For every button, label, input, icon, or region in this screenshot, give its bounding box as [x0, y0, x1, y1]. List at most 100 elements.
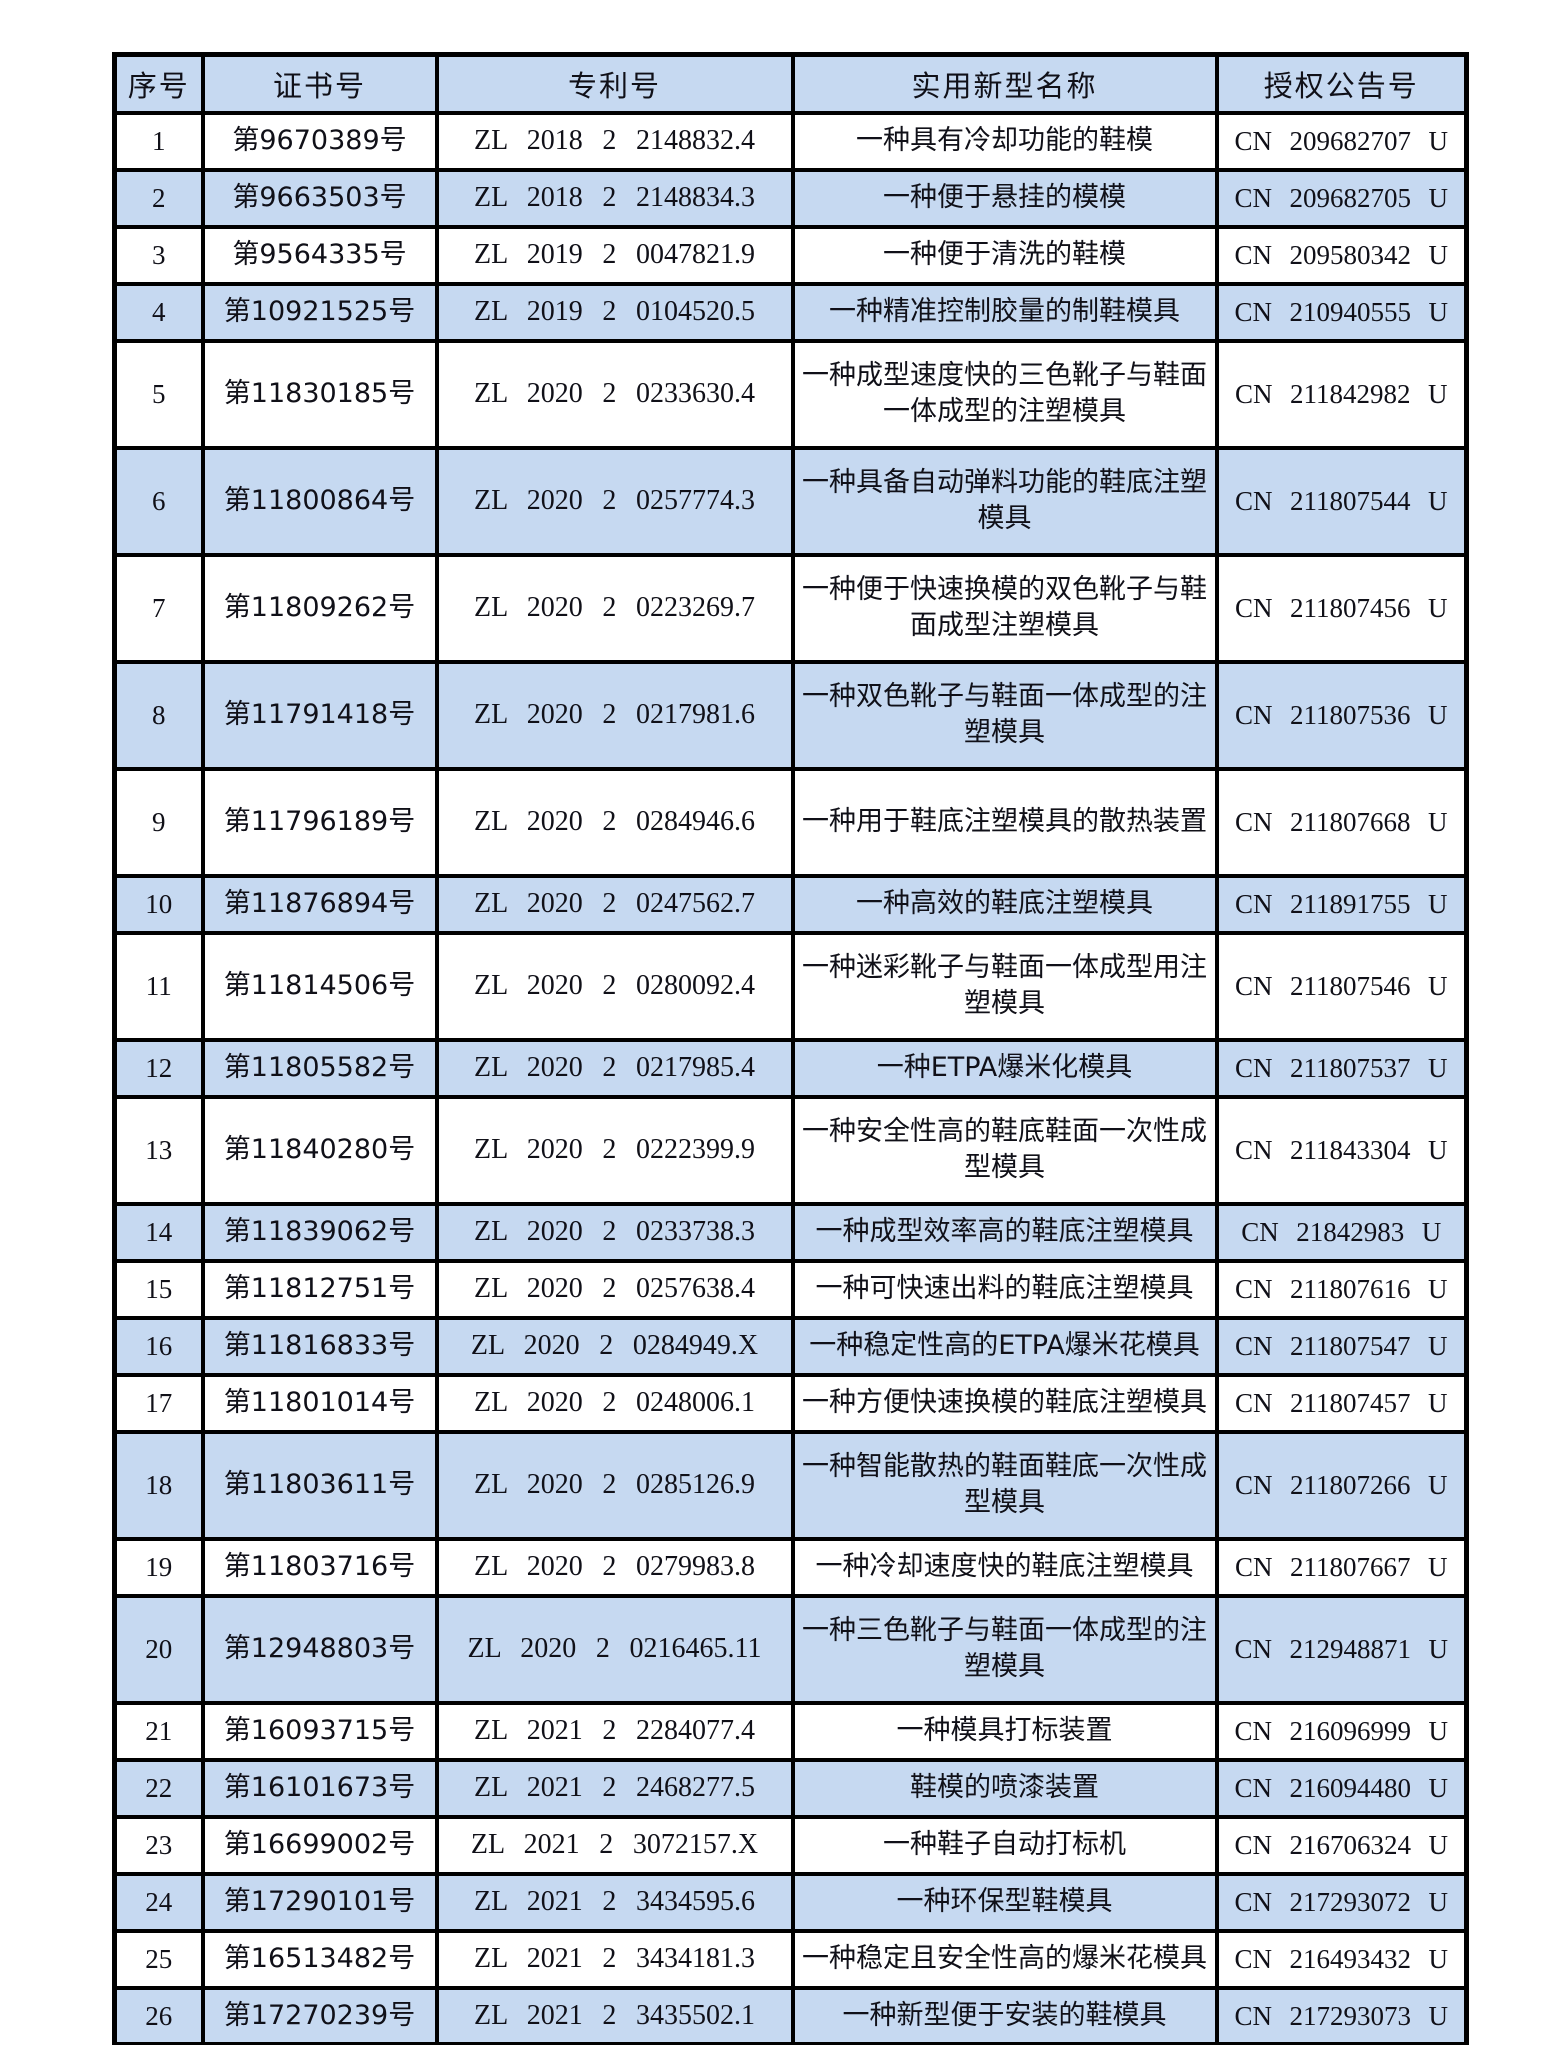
cell-serial: 9 [112, 766, 205, 878]
cell-serial: 18 [112, 1429, 205, 1541]
cell-model-name: 一种成型速度快的三色靴子与鞋面一体成型的注塑模具 [790, 338, 1219, 450]
cell-serial: 15 [112, 1258, 205, 1320]
cell-patent-number: ZL 2021 2 2284077.4 [434, 1700, 795, 1762]
table-row: 22 第16101673号 ZL 2021 2 2468277.5 鞋模的喷漆装置 CN… [112, 1757, 1469, 1819]
cell-certificate-number: 第11840280号 [200, 1094, 439, 1206]
cell-publication-number: CN 211807537 U [1214, 1037, 1469, 1099]
table-row: 18 第11803611号 ZL 2020 2 0285126.9 一种智能散热的鞋面… [112, 1429, 1469, 1541]
cell-patent-number: ZL 2021 2 3435502.1 [434, 1985, 795, 2045]
cell-patent-number: ZL 2020 2 0223269.7 [434, 552, 795, 664]
cell-certificate-number: 第17270239号 [200, 1985, 439, 2045]
patent-table: 序号 证书号 专利号 实用新型名称 授权公告号 1 第9670389号 ZL 201… [112, 52, 1469, 2045]
cell-patent-number: ZL 2019 2 0104520.5 [434, 281, 795, 343]
cell-patent-number: ZL 2020 2 0285126.9 [434, 1429, 795, 1541]
cell-certificate-number: 第11800864号 [200, 445, 439, 557]
cell-serial: 23 [112, 1814, 205, 1876]
cell-serial: 22 [112, 1757, 205, 1819]
cell-model-name: 一种方便快速换模的鞋底注塑模具 [790, 1372, 1219, 1434]
cell-model-name: 一种三色靴子与鞋面一体成型的注塑模具 [790, 1593, 1219, 1705]
cell-serial: 21 [112, 1700, 205, 1762]
cell-certificate-number: 第11830185号 [200, 338, 439, 450]
table-row: 10 第11876894号 ZL 2020 2 0247562.7 一种高效的鞋底注塑… [112, 873, 1469, 935]
cell-publication-number: CN 211807616 U [1214, 1258, 1469, 1320]
cell-serial: 17 [112, 1372, 205, 1434]
cell-publication-number: CN 211807667 U [1214, 1536, 1469, 1598]
cell-publication-number: CN 212948871 U [1214, 1593, 1469, 1705]
cell-publication-number: CN 21842983 U [1214, 1201, 1469, 1263]
cell-model-name: 一种具有冷却功能的鞋模 [790, 110, 1219, 172]
table-row: 17 第11801014号 ZL 2020 2 0248006.1 一种方便快速换模的… [112, 1372, 1469, 1434]
table-row: 26 第17270239号 ZL 2021 2 3435502.1 一种新型便于安装的… [112, 1985, 1469, 2045]
cell-model-name: 一种模具打标装置 [790, 1700, 1219, 1762]
cell-patent-number: ZL 2020 2 0217985.4 [434, 1037, 795, 1099]
cell-patent-number: ZL 2018 2 2148832.4 [434, 110, 795, 172]
cell-model-name: 一种迷彩靴子与鞋面一体成型用注塑模具 [790, 930, 1219, 1042]
cell-serial: 10 [112, 873, 205, 935]
cell-certificate-number: 第11803716号 [200, 1536, 439, 1598]
column-header-certificate: 证书号 [200, 52, 439, 115]
cell-certificate-number: 第9663503号 [200, 167, 439, 229]
cell-serial: 2 [112, 167, 205, 229]
cell-model-name: 一种环保型鞋模具 [790, 1871, 1219, 1933]
cell-publication-number: CN 216706324 U [1214, 1814, 1469, 1876]
column-header-publication: 授权公告号 [1214, 52, 1469, 115]
cell-patent-number: ZL 2020 2 0257638.4 [434, 1258, 795, 1320]
column-header-serial: 序号 [112, 52, 205, 115]
cell-serial: 8 [112, 659, 205, 771]
cell-serial: 3 [112, 224, 205, 286]
cell-serial: 12 [112, 1037, 205, 1099]
cell-publication-number: CN 211807457 U [1214, 1372, 1469, 1434]
cell-patent-number: ZL 2020 2 0217981.6 [434, 659, 795, 771]
table-row: 20 第12948803号 ZL 2020 2 0216465.11 一种三色靴子与鞋… [112, 1593, 1469, 1705]
cell-publication-number: CN 211807266 U [1214, 1429, 1469, 1541]
cell-patent-number: ZL 2021 2 3072157.X [434, 1814, 795, 1876]
cell-publication-number: CN 211843304 U [1214, 1094, 1469, 1206]
cell-certificate-number: 第11816833号 [200, 1315, 439, 1377]
cell-publication-number: CN 209580342 U [1214, 224, 1469, 286]
header-row: 序号 证书号 专利号 实用新型名称 授权公告号 [112, 52, 1469, 115]
cell-serial: 24 [112, 1871, 205, 1933]
cell-patent-number: ZL 2021 2 3434181.3 [434, 1928, 795, 1990]
cell-certificate-number: 第16513482号 [200, 1928, 439, 1990]
cell-serial: 14 [112, 1201, 205, 1263]
cell-certificate-number: 第12948803号 [200, 1593, 439, 1705]
cell-certificate-number: 第11805582号 [200, 1037, 439, 1099]
table-row: 8 第11791418号 ZL 2020 2 0217981.6 一种双色靴子与鞋面一… [112, 659, 1469, 771]
cell-patent-number: ZL 2020 2 0216465.11 [434, 1593, 795, 1705]
cell-certificate-number: 第10921525号 [200, 281, 439, 343]
cell-publication-number: CN 216493432 U [1214, 1928, 1469, 1990]
cell-patent-number: ZL 2020 2 0233738.3 [434, 1201, 795, 1263]
cell-model-name: 一种成型效率高的鞋底注塑模具 [790, 1201, 1219, 1263]
cell-publication-number: CN 211842982 U [1214, 338, 1469, 450]
cell-patent-number: ZL 2020 2 0284946.6 [434, 766, 795, 878]
cell-certificate-number: 第16101673号 [200, 1757, 439, 1819]
cell-patent-number: ZL 2019 2 0047821.9 [434, 224, 795, 286]
cell-publication-number: CN 209682705 U [1214, 167, 1469, 229]
cell-publication-number: CN 209682707 U [1214, 110, 1469, 172]
cell-patent-number: ZL 2021 2 3434595.6 [434, 1871, 795, 1933]
cell-serial: 1 [112, 110, 205, 172]
cell-certificate-number: 第16699002号 [200, 1814, 439, 1876]
cell-patent-number: ZL 2020 2 0257774.3 [434, 445, 795, 557]
cell-certificate-number: 第9670389号 [200, 110, 439, 172]
cell-model-name: 一种用于鞋底注塑模具的散热装置 [790, 766, 1219, 878]
cell-certificate-number: 第11839062号 [200, 1201, 439, 1263]
cell-serial: 4 [112, 281, 205, 343]
table-row: 14 第11839062号 ZL 2020 2 0233738.3 一种成型效率高的鞋… [112, 1201, 1469, 1263]
cell-certificate-number: 第11796189号 [200, 766, 439, 878]
cell-model-name: 一种双色靴子与鞋面一体成型的注塑模具 [790, 659, 1219, 771]
cell-patent-number: ZL 2020 2 0280092.4 [434, 930, 795, 1042]
table-row: 3 第9564335号 ZL 2019 2 0047821.9 一种便于清洗的鞋模 CN… [112, 224, 1469, 286]
cell-publication-number: CN 210940555 U [1214, 281, 1469, 343]
cell-publication-number: CN 211807547 U [1214, 1315, 1469, 1377]
cell-patent-number: ZL 2021 2 2468277.5 [434, 1757, 795, 1819]
table-header: 序号 证书号 专利号 实用新型名称 授权公告号 [112, 52, 1469, 115]
cell-model-name: 一种便于悬挂的模模 [790, 167, 1219, 229]
cell-publication-number: CN 211807536 U [1214, 659, 1469, 771]
cell-model-name: 一种便于快速换模的双色靴子与鞋面成型注塑模具 [790, 552, 1219, 664]
cell-serial: 26 [112, 1985, 205, 2045]
cell-model-name: 一种鞋子自动打标机 [790, 1814, 1219, 1876]
cell-model-name: 一种可快速出料的鞋底注塑模具 [790, 1258, 1219, 1320]
cell-serial: 16 [112, 1315, 205, 1377]
